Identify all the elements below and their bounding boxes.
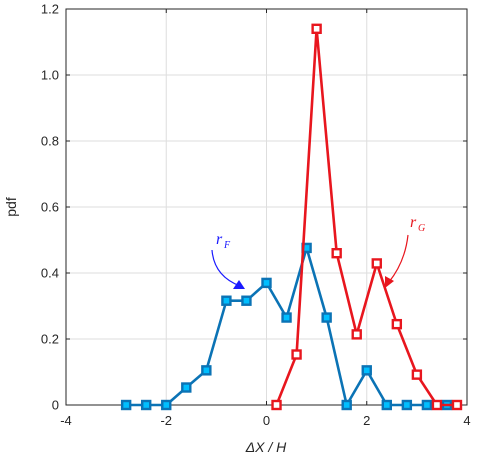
- series-r-f-marker: [140, 399, 152, 411]
- y-tick-label: 0.8: [41, 134, 59, 149]
- annotation-rg: r G: [385, 214, 425, 288]
- annotation-rf-arrowhead: [233, 280, 245, 289]
- y-tick-label: 0.6: [41, 200, 59, 215]
- y-tick-label: 0: [52, 398, 59, 413]
- series-r-g-marker: [391, 318, 403, 330]
- series-r-g-line: [275, 27, 457, 407]
- grid-lines: [66, 9, 467, 405]
- x-tick-label: 2: [363, 413, 370, 428]
- series-r-f-marker: [120, 399, 132, 411]
- x-tick-label: -4: [60, 413, 72, 428]
- x-tick-label: 0: [263, 413, 270, 428]
- series-r-g-marker: [411, 369, 423, 380]
- axis-ticks: [65, 8, 468, 406]
- series-r-g-marker: [351, 329, 362, 340]
- annotation-rg-arrowhead: [385, 276, 394, 288]
- series-r-f-marker: [281, 312, 292, 323]
- series-r-f-marker: [321, 312, 332, 323]
- y-tick-labels: 0 0.2 0.4 0.6 0.8 1.0 1.2: [41, 2, 59, 413]
- series-r-f-marker: [161, 399, 172, 411]
- annotation-rf-arrow: [211, 249, 241, 287]
- series-layer: [120, 23, 463, 411]
- annotation-rg-arrow: [388, 234, 409, 283]
- series-r-g-marker: [371, 258, 382, 269]
- series-r-g-marker: [311, 23, 322, 34]
- annotation-rf: r F: [211, 231, 245, 289]
- series-r-f-marker: [181, 382, 192, 393]
- series-r-g-marker: [431, 399, 443, 411]
- y-axis-label: pdf: [3, 197, 19, 217]
- series-r-f-marker: [341, 399, 352, 411]
- series-r-g-marker: [331, 247, 342, 259]
- annotation-rg-subscript: G: [418, 223, 425, 234]
- series-r-f-marker: [241, 295, 252, 306]
- y-tick-label: 0.2: [41, 332, 59, 347]
- series-r-g-marker: [451, 399, 463, 411]
- x-tick-label: 4: [463, 413, 470, 428]
- series-r-f-marker: [421, 399, 433, 411]
- x-tick-label: -2: [160, 413, 172, 428]
- x-axis-label: ΔX / H: [245, 439, 287, 455]
- annotation-rg-label: r: [410, 214, 417, 231]
- y-tick-label: 0.4: [41, 266, 59, 281]
- series-r-f-marker: [381, 399, 392, 411]
- series-r-f-marker: [221, 295, 232, 306]
- series-r-g: [271, 23, 463, 411]
- series-r-g-marker: [271, 399, 282, 411]
- annotation-rf-subscript: F: [223, 240, 231, 251]
- series-r-f-marker: [201, 365, 212, 376]
- series-r-f-marker: [261, 277, 272, 289]
- series-r-g-marker: [291, 349, 302, 360]
- x-tick-labels: -4 -2 0 2 4: [60, 413, 470, 428]
- series-r-f-marker: [361, 365, 372, 376]
- series-r-f-marker: [401, 399, 413, 411]
- annotation-rf-label: r: [216, 231, 223, 248]
- y-tick-label: 1.2: [41, 2, 59, 17]
- y-tick-label: 1.0: [41, 68, 59, 83]
